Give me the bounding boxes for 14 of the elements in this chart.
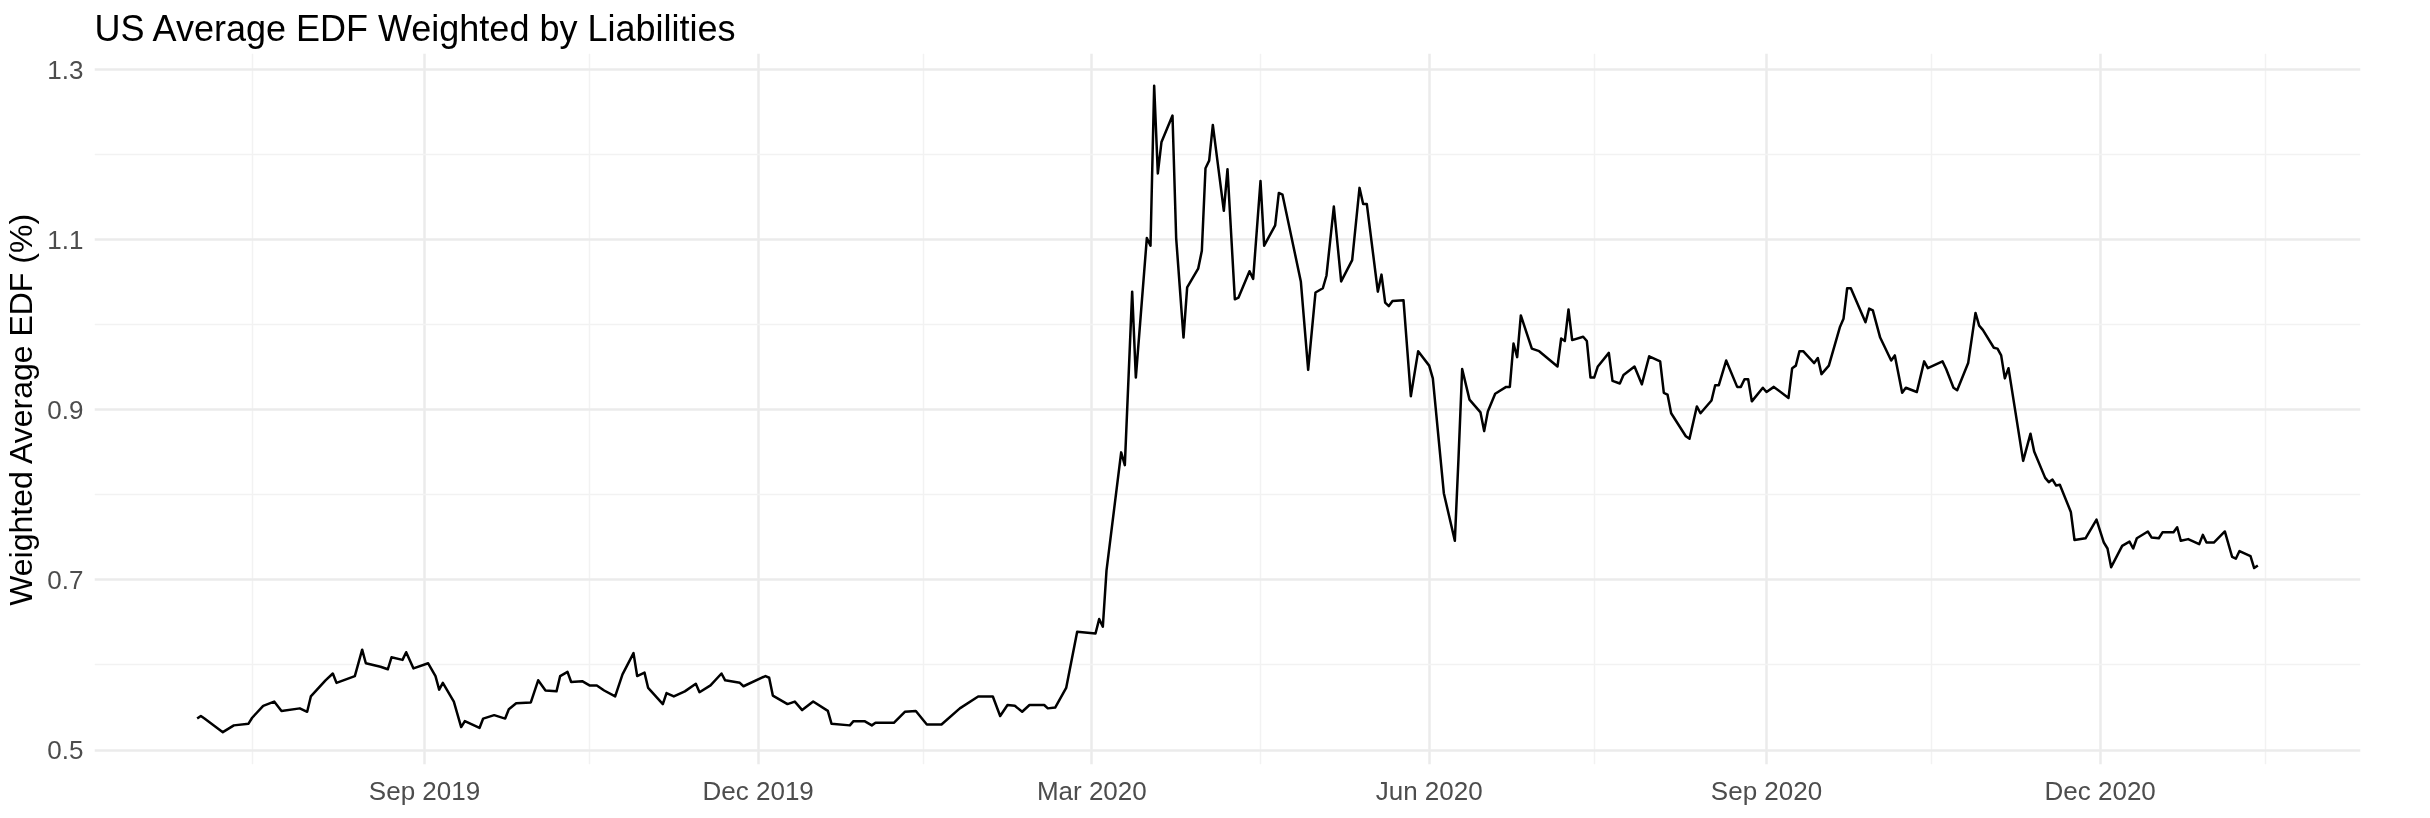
x-tick-label: Sep 2019 (368, 775, 481, 806)
y-tick-label: 1.1 (47, 224, 84, 255)
x-tick-label: Dec 2019 (702, 775, 814, 806)
y-tick-label: 1.3 (47, 54, 84, 85)
y-tick-label: 0.9 (47, 394, 84, 425)
line-series (195, 84, 2260, 734)
x-tick-label: Jun 2020 (1375, 775, 1483, 806)
y-axis-title: Weighted Average EDF (%) (3, 213, 40, 606)
x-tick-label: Dec 2020 (2044, 775, 2156, 806)
x-tick-label: Sep 2020 (1710, 775, 1823, 806)
y-tick-label: 0.5 (47, 735, 84, 766)
x-tick-label: Mar 2020 (1036, 775, 1147, 806)
y-tick-label: 0.7 (47, 564, 84, 595)
chart-title: US Average EDF Weighted by Liabilities (94, 7, 736, 49)
